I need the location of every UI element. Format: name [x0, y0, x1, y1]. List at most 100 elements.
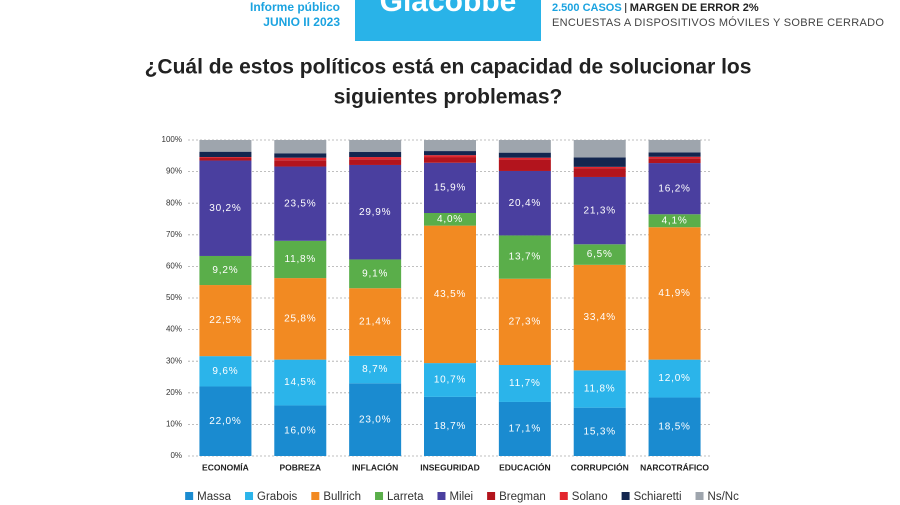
bar-segment — [199, 356, 252, 387]
legend-label: Milei — [449, 491, 473, 503]
bar-segment — [648, 397, 701, 456]
bar-segment — [648, 156, 701, 159]
data-label: 6,5% — [587, 249, 613, 260]
bar-segment — [498, 364, 551, 402]
data-label: 9,6% — [212, 366, 238, 377]
chart-title: siguientes problemas? — [334, 86, 563, 109]
bar-segment — [648, 140, 701, 153]
data-label: 16,0% — [284, 425, 316, 436]
data-label: 43,5% — [434, 289, 466, 300]
legend-swatch — [375, 492, 384, 500]
bar-segment — [498, 170, 551, 236]
legend-swatch — [559, 492, 568, 500]
legend-label: Larreta — [387, 491, 424, 503]
data-label: 13,7% — [509, 252, 541, 263]
legend-swatch — [311, 492, 320, 500]
bar-segment — [648, 227, 701, 360]
bar-segment — [424, 225, 476, 364]
legend-swatch — [621, 492, 630, 500]
bar-segment — [349, 259, 402, 289]
brand: Giacobbe — [380, 0, 517, 18]
bar-segment — [274, 166, 327, 241]
legend-label: Massa — [197, 491, 231, 503]
bar-segment — [199, 285, 252, 357]
legend-label: Solano — [572, 491, 608, 503]
bar-segment — [498, 235, 551, 279]
data-label: 9,1% — [362, 268, 388, 279]
data-label: 16,2% — [658, 183, 690, 194]
bar-segment — [424, 140, 476, 152]
bar-segment — [349, 164, 402, 260]
data-label: 23,5% — [284, 198, 316, 209]
y-tick-label: 60% — [166, 262, 182, 271]
y-tick-label: 40% — [166, 325, 182, 334]
bar-segment — [498, 401, 551, 456]
y-tick-label: 80% — [166, 198, 182, 207]
data-label: 11,7% — [509, 378, 541, 389]
data-label: 20,4% — [509, 198, 541, 209]
bar-segment — [573, 176, 626, 245]
x-tick-label: INSEGURIDAD — [420, 462, 480, 472]
y-tick-label: 90% — [166, 167, 182, 176]
bar-segment — [349, 157, 402, 160]
data-label: 29,9% — [359, 207, 391, 218]
bar-segment — [274, 405, 327, 456]
data-label: 22,5% — [209, 315, 241, 326]
data-label: 15,3% — [584, 426, 616, 437]
x-tick-label: EDUCACIÓN — [499, 461, 550, 472]
bar-segment — [349, 140, 402, 153]
data-label: 14,5% — [284, 377, 316, 388]
plot: 0% 10% 20% 30% 40% 50% 60% 70% 80% 90% 100% ECONOMÍ… — [162, 135, 712, 472]
legend: Massa Grabois Bullrich Larreta Milei Bregman S… — [185, 491, 739, 503]
bar-segment — [573, 370, 626, 408]
bar-segment — [648, 163, 701, 215]
y-tick-label: 30% — [166, 356, 182, 365]
bar-segment — [648, 158, 701, 164]
data-label: 21,3% — [584, 205, 616, 216]
data-label: 23,0% — [359, 414, 391, 425]
bar-segment — [424, 151, 476, 156]
bar-segment — [424, 212, 476, 226]
bar-segment — [648, 152, 701, 157]
bar-segment — [424, 155, 476, 158]
data-label: 11,8% — [284, 254, 316, 265]
bar-segment — [274, 240, 327, 279]
data-label: 18,7% — [434, 421, 466, 432]
x-tick-label: NARCOTRÁFICO — [640, 462, 709, 472]
bar-segment — [498, 152, 551, 158]
legend-label: Schiaretti — [634, 491, 682, 503]
bar-segment — [274, 140, 327, 154]
legend-swatch — [185, 492, 194, 500]
y-tick-label: 100% — [162, 135, 182, 144]
data-label: 21,4% — [359, 317, 391, 328]
data-label: 8,7% — [362, 364, 388, 375]
x-tick-label: POBREZA — [280, 462, 322, 472]
bar-segment — [498, 140, 551, 153]
bar-segment — [349, 383, 402, 456]
bar-segment — [573, 166, 626, 169]
bar-segment — [573, 168, 626, 177]
cases: 2.500 CASOS — [552, 2, 622, 14]
legend-label: Bullrich — [323, 491, 361, 503]
legend-label: Bregman — [499, 491, 546, 503]
data-label: 11,8% — [584, 384, 616, 395]
bar-segment — [349, 159, 402, 165]
chart-title: ¿Cuál de estos políticos está en capacid… — [145, 56, 752, 79]
y-tick-label: 0% — [170, 451, 182, 460]
bar-segment — [498, 157, 551, 160]
bar-segment — [349, 288, 402, 356]
data-label: 33,4% — [584, 312, 616, 323]
data-label: 9,2% — [212, 265, 238, 276]
x-tick-label: INFLACIÓN — [352, 461, 398, 472]
data-label: 25,8% — [284, 313, 316, 324]
data-label: 22,0% — [209, 416, 241, 427]
legend-label: Grabois — [257, 491, 298, 503]
legend-swatch — [487, 492, 496, 500]
bar-segment — [274, 359, 327, 406]
bar-segment — [274, 153, 327, 158]
margin: MARGEN DE ERROR 2% — [630, 2, 759, 14]
bar-segment — [199, 255, 252, 286]
bar-segment — [573, 407, 626, 456]
bar-segment — [648, 359, 701, 398]
legend-label: Ns/Nc — [708, 491, 740, 503]
